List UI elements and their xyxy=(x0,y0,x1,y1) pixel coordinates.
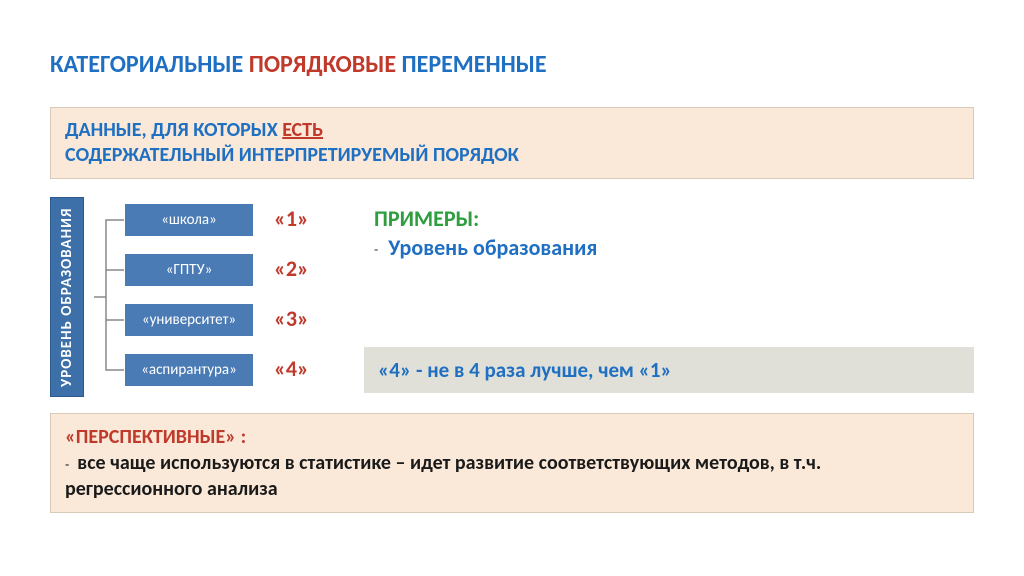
tree-node-1: «школа» xyxy=(124,203,254,237)
ordinal-3: «3» xyxy=(274,305,309,332)
banner1-line2: СОДЕРЖАТЕЛЬНЫЙ ИНТЕРПРЕТИРУЕМЫЙ ПОРЯДОК xyxy=(65,143,519,167)
example-item: -Уровень образования xyxy=(374,234,974,261)
vertical-axis-label: УРОВЕНЬ ОБРАЗОВАНИЯ xyxy=(50,197,84,397)
ordinal-4: «4» xyxy=(274,355,309,382)
bullet-dash-2: - xyxy=(65,456,69,473)
banner1-emphasis: ЕСТЬ xyxy=(282,118,323,142)
definition-banner: ДАННЫЕ, ДЛЯ КОТОРЫХ ЕСТЬ СОДЕРЖАТЕЛЬНЫЙ … xyxy=(50,107,974,179)
ordinal-numbers: «1» «2» «3» «4» xyxy=(274,197,334,397)
banner1-line1a: ДАННЫЕ, ДЛЯ КОТОРЫХ xyxy=(65,118,282,142)
perspective-title: «ПЕРСПЕКТИВНЫЕ» : xyxy=(65,424,959,450)
tree-node-3: «университет» xyxy=(124,303,254,337)
perspective-body: -все чаще используются в статистике – ид… xyxy=(65,450,959,502)
tree-node-2: «ГПТУ» xyxy=(124,253,254,287)
examples-column: ПРИМЕРЫ: -Уровень образования «4» - не в… xyxy=(344,197,974,397)
education-tree: «школа» «ГПТУ» «университет» «аспирантур… xyxy=(94,197,264,397)
examples-heading: ПРИМЕРЫ: xyxy=(374,205,974,232)
example-text: Уровень образования xyxy=(388,234,597,261)
diagram-row: УРОВЕНЬ ОБРАЗОВАНИЯ «школа» «ГПТУ» «унив… xyxy=(50,197,974,397)
tree-node-4: «аспирантура» xyxy=(124,353,254,387)
title-part2: ПОРЯДКОВЫЕ xyxy=(249,50,396,79)
ordinal-2: «2» xyxy=(274,255,309,282)
ordinal-1: «1» xyxy=(274,205,309,232)
title-part1: КАТЕГОРИАЛЬНЫЕ xyxy=(50,50,249,79)
slide-title: КАТЕГОРИАЛЬНЫЕ ПОРЯДКОВЫЕ ПЕРЕМЕННЫЕ xyxy=(50,50,974,79)
title-part3: ПЕРЕМЕННЫЕ xyxy=(396,50,547,79)
perspective-banner: «ПЕРСПЕКТИВНЫЕ» : -все чаще используются… xyxy=(50,413,974,513)
interpretation-note: «4» - не в 4 раза лучше, чем «1» xyxy=(364,347,974,393)
bullet-dash: - xyxy=(374,241,378,258)
perspective-text: все чаще используются в статистике – иде… xyxy=(65,451,821,501)
